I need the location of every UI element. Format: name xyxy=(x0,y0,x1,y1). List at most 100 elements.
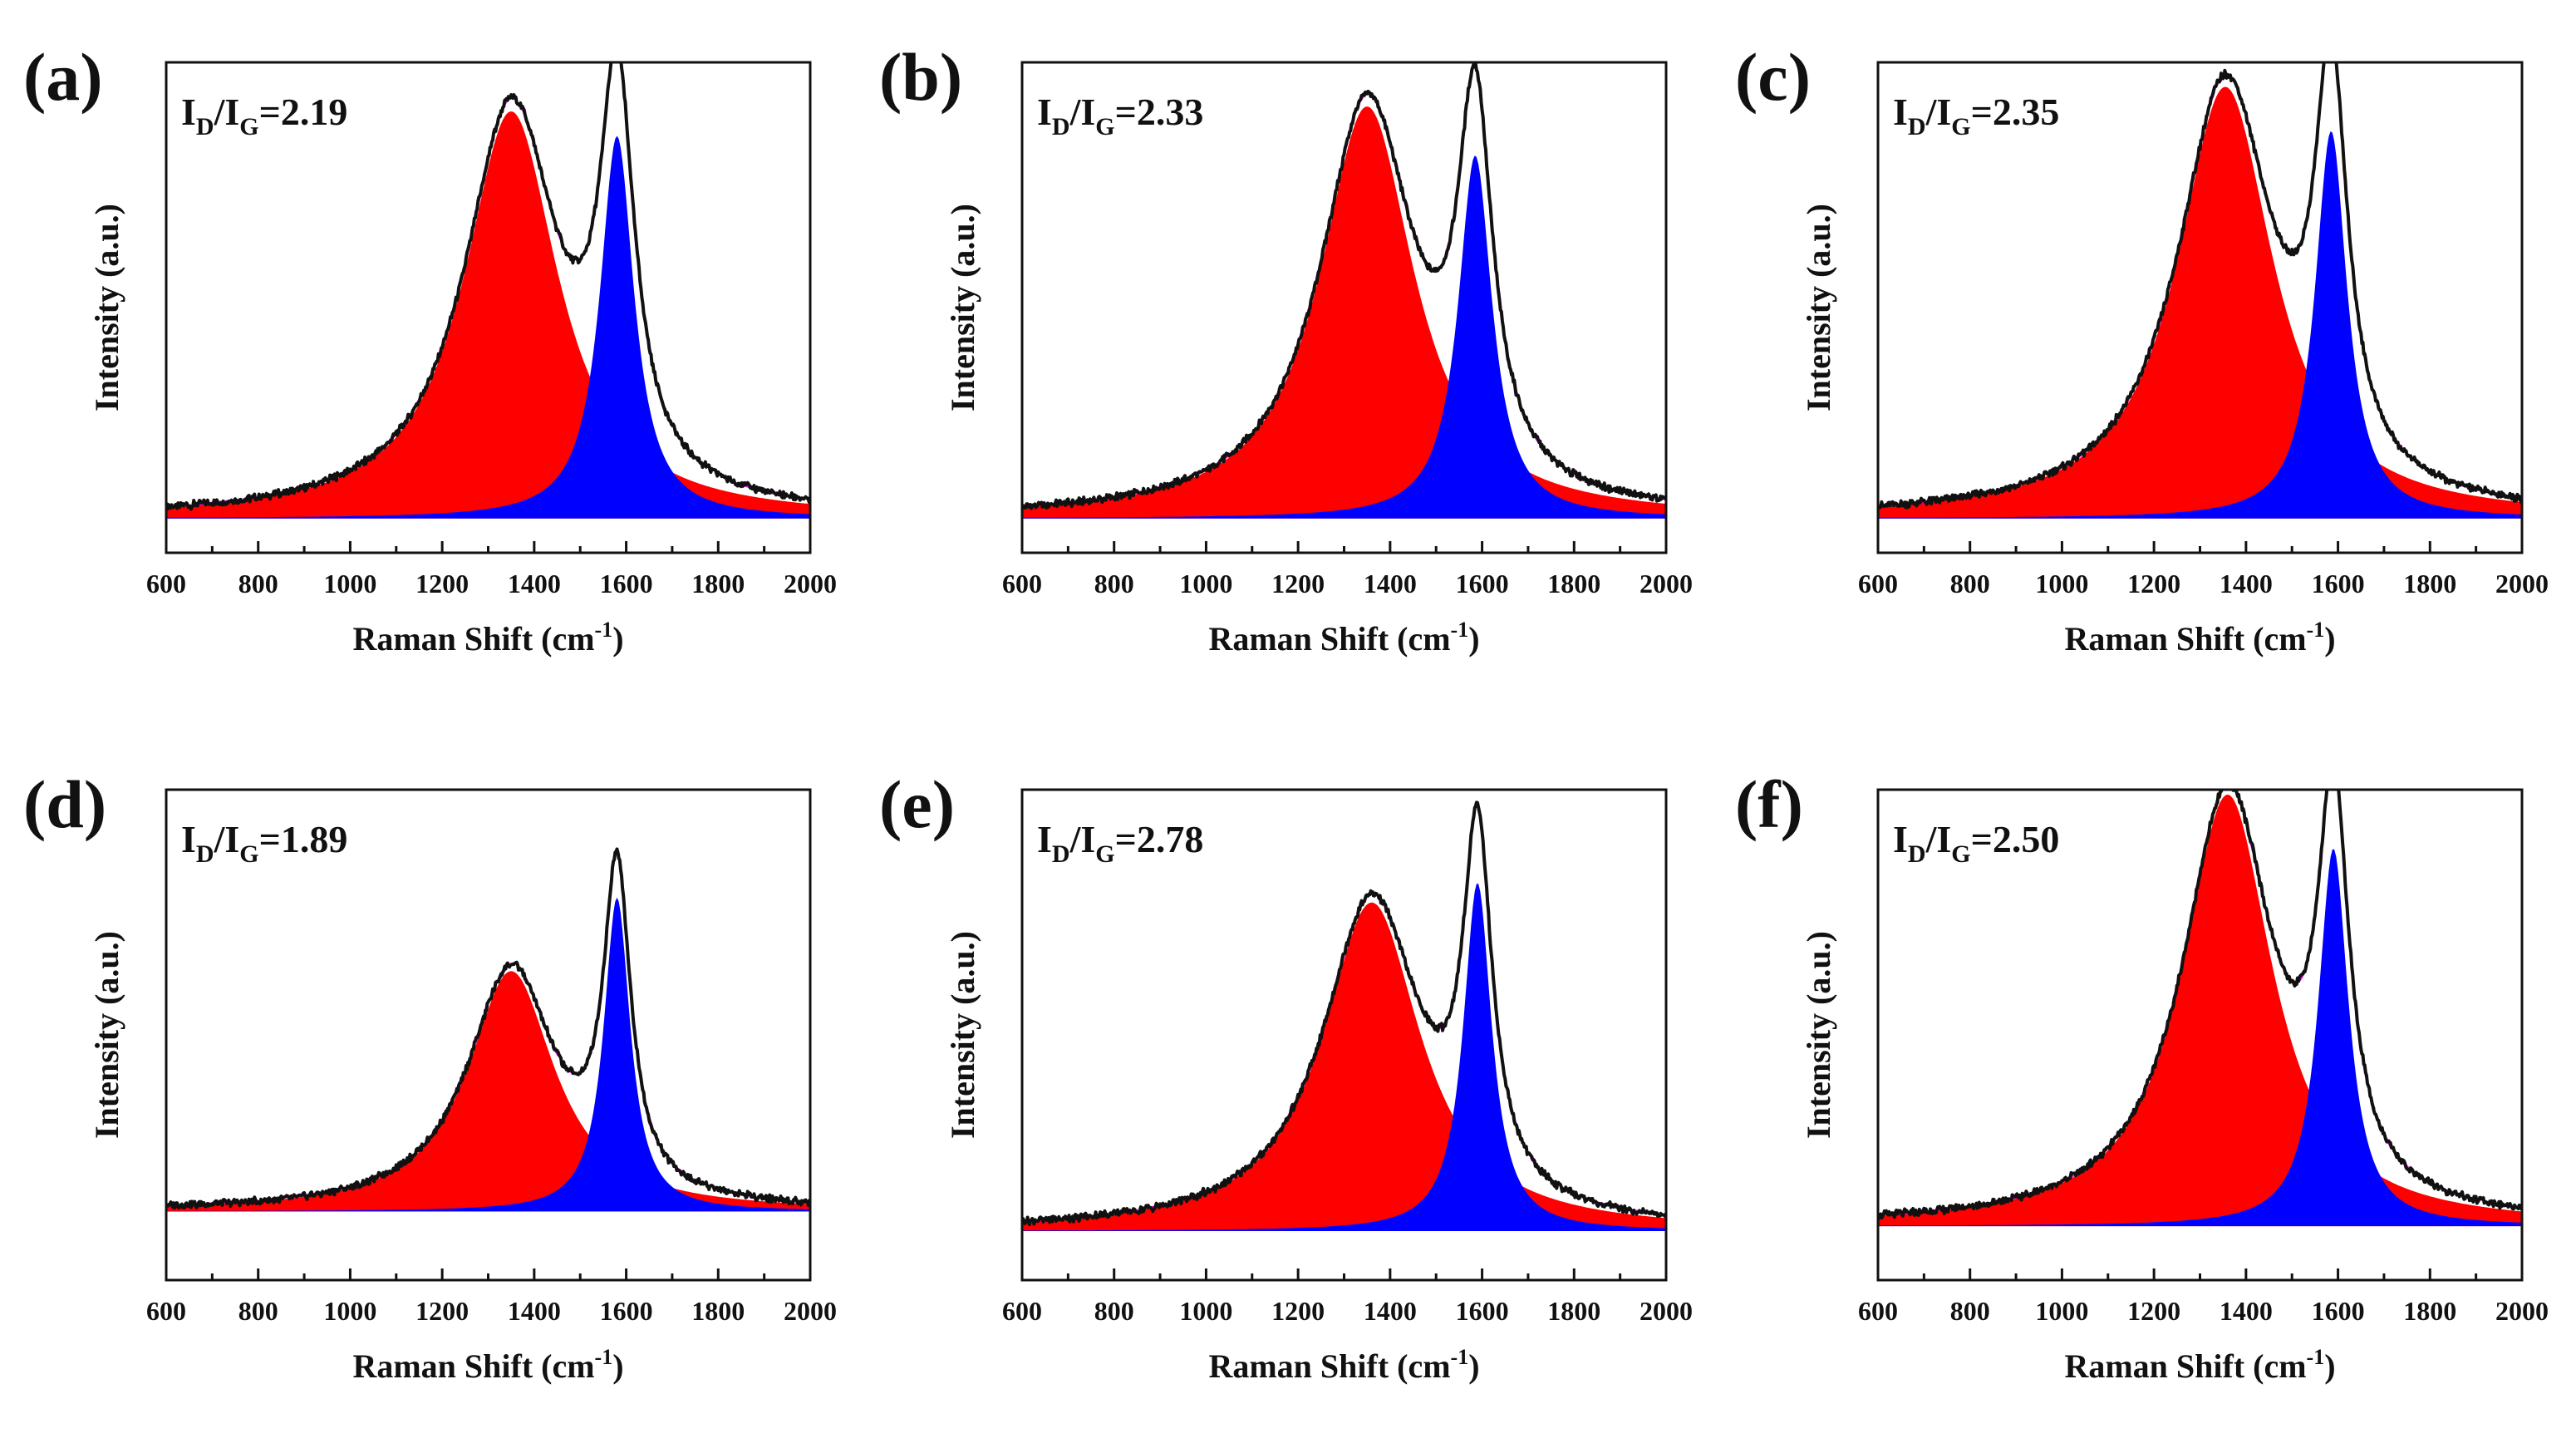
x-axis-title: Raman Shift (cm-1) xyxy=(2064,1345,2335,1385)
panel-label: (e) xyxy=(879,766,955,842)
panel-label: (a) xyxy=(23,39,103,115)
experimental-spectrum xyxy=(1878,62,2522,510)
id-ig-ratio: ID/IG=2.78 xyxy=(1037,818,1203,868)
experimental-spectrum xyxy=(166,62,810,511)
x-tick-label: 1000 xyxy=(2035,569,2088,598)
y-axis-title: Intensity (a.u.) xyxy=(88,204,125,411)
x-tick-label: 600 xyxy=(146,569,186,598)
experimental-spectrum xyxy=(1022,800,1666,1227)
x-tick-label: 800 xyxy=(1950,1296,1990,1326)
x-tick-label: 1800 xyxy=(691,569,745,598)
x-axis-title: Raman Shift (cm-1) xyxy=(352,1345,623,1385)
plot-area xyxy=(166,846,810,1212)
x-tick-label: 1600 xyxy=(600,1296,653,1326)
x-tick-label: 600 xyxy=(1002,1296,1042,1326)
d-band-area xyxy=(166,111,810,519)
x-tick-label: 1000 xyxy=(1179,1296,1232,1326)
x-axis-title: Raman Shift (cm-1) xyxy=(2064,618,2335,658)
x-tick-label: 800 xyxy=(1950,569,1990,598)
plot-area xyxy=(1022,800,1666,1231)
panel-e: 600 800 1000 1200 1400 1600 1800 2000 Raman Shif… xyxy=(879,766,1693,1385)
id-ig-ratio: ID/IG=2.50 xyxy=(1893,818,2059,868)
x-tick-label: 2000 xyxy=(784,1296,837,1326)
x-axis-title: Raman Shift (cm-1) xyxy=(352,618,623,658)
x-tick-label: 1200 xyxy=(2127,1296,2180,1326)
plot-area xyxy=(166,62,810,519)
panel-label: (d) xyxy=(23,766,106,842)
y-axis-title: Intensity (a.u.) xyxy=(944,204,981,411)
y-axis-title: Intensity (a.u.) xyxy=(88,931,125,1139)
d-band-area xyxy=(1878,794,2522,1227)
x-tick-label: 1400 xyxy=(1364,1296,1417,1326)
x-tick-label: 1200 xyxy=(2127,569,2180,598)
y-axis-title: Intensity (a.u.) xyxy=(1800,931,1837,1139)
id-ig-ratio: ID/IG=2.35 xyxy=(1893,91,2059,140)
experimental-spectrum xyxy=(1878,790,2522,1220)
x-tick-label: 2000 xyxy=(784,569,837,598)
panel-label: (f) xyxy=(1735,766,1803,842)
plot-area xyxy=(1022,62,1666,519)
x-tick-label: 1400 xyxy=(508,1296,561,1326)
x-tick-label: 1800 xyxy=(1547,569,1600,598)
x-axis-title: Raman Shift (cm-1) xyxy=(1208,1345,1479,1385)
plot-area xyxy=(1878,62,2522,519)
x-tick-label: 1800 xyxy=(2403,569,2456,598)
x-tick-label: 2000 xyxy=(1639,1296,1693,1326)
x-tick-label: 800 xyxy=(238,569,278,598)
panel-d: 600 800 1000 1200 1400 1600 1800 2000 Raman Shif… xyxy=(23,766,837,1385)
x-tick-label: 800 xyxy=(238,1296,278,1326)
x-tick-label: 1600 xyxy=(2312,569,2365,598)
x-tick-label: 1000 xyxy=(1179,569,1232,598)
x-tick-label: 600 xyxy=(1858,569,1898,598)
g-band-area xyxy=(1022,155,1666,519)
x-tick-label: 1600 xyxy=(2312,1296,2365,1326)
id-ig-ratio: ID/IG=1.89 xyxy=(181,818,347,868)
g-band-area xyxy=(1878,131,2522,519)
d-band-area xyxy=(1022,902,1666,1231)
plot-area xyxy=(1878,790,2522,1227)
x-tick-label: 600 xyxy=(146,1296,186,1326)
x-tick-label: 600 xyxy=(1858,1296,1898,1326)
x-axis-title: Raman Shift (cm-1) xyxy=(1208,618,1479,658)
x-tick-label: 1400 xyxy=(2220,569,2273,598)
experimental-spectrum xyxy=(166,847,810,1210)
x-tick-label: 1200 xyxy=(1271,1296,1325,1326)
x-tick-label: 1400 xyxy=(2220,1296,2273,1326)
panel-f: 600 800 1000 1200 1400 1600 1800 2000 Raman Shif… xyxy=(1735,766,2549,1385)
g-band-area xyxy=(1022,884,1666,1231)
x-tick-label: 2000 xyxy=(2495,569,2549,598)
x-tick-label: 1400 xyxy=(1364,569,1417,598)
id-ig-ratio: ID/IG=2.19 xyxy=(181,91,347,140)
x-tick-label: 2000 xyxy=(1639,569,1693,598)
x-tick-label: 1400 xyxy=(508,569,561,598)
experimental-spectrum xyxy=(1022,62,1666,510)
x-tick-label: 600 xyxy=(1002,569,1042,598)
x-tick-label: 800 xyxy=(1094,1296,1134,1326)
d-band-area xyxy=(166,971,810,1212)
x-tick-label: 800 xyxy=(1094,569,1134,598)
x-tick-label: 1600 xyxy=(1456,1296,1509,1326)
id-ig-ratio: ID/IG=2.33 xyxy=(1037,91,1203,140)
x-tick-label: 2000 xyxy=(2495,1296,2549,1326)
g-band-area xyxy=(166,135,810,519)
x-tick-label: 1200 xyxy=(415,569,469,598)
x-tick-label: 1200 xyxy=(1271,569,1325,598)
panel-label: (b) xyxy=(879,39,962,115)
x-tick-label: 1800 xyxy=(1547,1296,1600,1326)
x-tick-label: 1600 xyxy=(600,569,653,598)
d-band-area xyxy=(1022,106,1666,519)
panel-c: 600 800 1000 1200 1400 1600 1800 2000 Raman Shif… xyxy=(1735,39,2549,658)
y-axis-title: Intensity (a.u.) xyxy=(1800,204,1837,411)
y-axis-title: Intensity (a.u.) xyxy=(944,931,981,1139)
x-tick-label: 1000 xyxy=(323,1296,376,1326)
g-band-area xyxy=(1878,849,2522,1227)
panel-b: 600 800 1000 1200 1400 1600 1800 2000 Raman Shif… xyxy=(879,39,1693,658)
panel-a: 600 800 1000 1200 1400 1600 1800 2000 Raman Shif… xyxy=(23,39,837,658)
x-tick-label: 1000 xyxy=(323,569,376,598)
x-tick-label: 1800 xyxy=(2403,1296,2456,1326)
panel-label: (c) xyxy=(1735,39,1811,115)
d-band-area xyxy=(1878,86,2522,519)
x-tick-label: 1000 xyxy=(2035,1296,2088,1326)
x-tick-label: 1200 xyxy=(415,1296,469,1326)
